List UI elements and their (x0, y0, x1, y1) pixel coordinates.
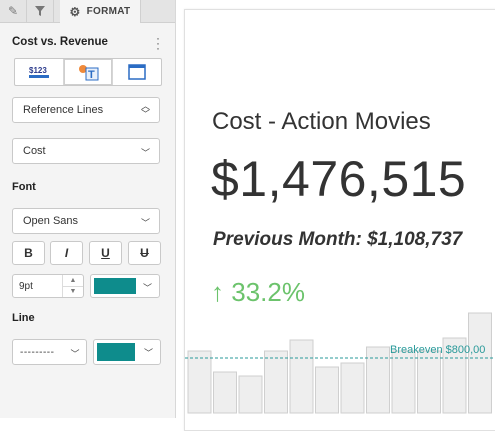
pencil-icon[interactable]: ✎ (0, 0, 27, 22)
format-panel: ✎ ⚙ FORMAT Cost vs. Revenue · · · $123 T (0, 0, 176, 418)
number-viz-icon: $123 (29, 66, 49, 78)
more-options-icon[interactable]: · · · (156, 31, 160, 55)
kpi-change-value: 33.2% (231, 277, 305, 307)
kpi-previous-month: Previous Month: $1,108,737 (213, 229, 463, 250)
line-style-select[interactable]: --------- ﹀ (12, 339, 87, 365)
spark-bar (289, 339, 314, 414)
kpi-title: Cost - Action Movies (212, 108, 431, 135)
card-viz-button[interactable] (113, 59, 161, 85)
visualization-selector: $123 T (14, 58, 162, 86)
spark-bar (442, 337, 467, 414)
strikethrough-button[interactable]: U (128, 241, 161, 265)
font-family-select[interactable]: Open Sans ﹀ (12, 208, 160, 234)
font-color-swatch (94, 278, 136, 294)
chevron-down-icon: ﹀ (140, 148, 150, 158)
line-color-picker[interactable]: ﹀ (93, 339, 161, 365)
measure-select[interactable]: Cost ﹀ (12, 138, 160, 164)
bold-button[interactable]: B (12, 241, 45, 265)
measure-select-value: Cost (23, 145, 46, 157)
number-viz-button[interactable]: $123 (15, 59, 64, 85)
chevron-down-icon: ﹀ (143, 348, 153, 358)
tab-format-label: FORMAT (86, 6, 131, 17)
number-viz-glyph: $123 (29, 66, 47, 75)
panel-title: Cost vs. Revenue (12, 36, 108, 48)
text-image-viz-glyph: T (88, 69, 95, 81)
spark-bar (391, 350, 416, 414)
font-color-picker[interactable]: ﹀ (90, 274, 160, 298)
spark-bar (468, 312, 492, 414)
italic-button[interactable]: I (50, 241, 83, 265)
increment-icon[interactable]: ▲ (63, 275, 83, 287)
text-image-viz-icon: T (79, 65, 99, 81)
breakeven-label: Breakeven $800,00 (390, 344, 485, 356)
spark-bar (264, 350, 288, 414)
chevron-down-icon: ﹀ (142, 283, 152, 293)
line-color-swatch (97, 343, 135, 361)
text-image-viz-button[interactable]: T (64, 59, 113, 85)
reference-lines-label: Reference Lines (23, 104, 104, 116)
panel-tabbar: ✎ ⚙ FORMAT (0, 0, 175, 23)
chevron-down-icon: ﹀ (70, 349, 80, 359)
underline-button[interactable]: U (89, 241, 122, 265)
spark-bar (238, 375, 263, 414)
reference-lines-select[interactable]: Reference Lines ︿ ﹀ (12, 97, 160, 123)
spark-bar (213, 371, 237, 414)
line-section-label: Line (12, 312, 35, 324)
decrement-icon[interactable]: ▼ (69, 288, 77, 296)
font-size-value: 9pt (19, 280, 33, 292)
kpi-value: $1,476,515 (211, 151, 467, 207)
filter-icon[interactable] (27, 0, 54, 22)
tab-format[interactable]: ⚙ FORMAT (60, 0, 141, 23)
kpi-change: ↑ 33.2% (211, 277, 305, 308)
sparkline-chart: Breakeven $800,00 (185, 312, 495, 414)
spark-bar (417, 350, 441, 414)
font-size-stepper: ▲ ▼ (62, 275, 83, 297)
font-family-value: Open Sans (23, 215, 79, 227)
font-section-label: Font (12, 181, 36, 193)
kpi-card[interactable]: Cost - Action Movies $1,476,515 Previous… (184, 9, 495, 431)
spark-bar (366, 346, 390, 414)
font-size-input[interactable]: 9pt ▲ ▼ (12, 274, 84, 298)
updown-chevron-icon: ︿ ﹀ (140, 101, 150, 119)
chevron-down-icon: ﹀ (140, 218, 150, 228)
spark-bar (315, 366, 339, 414)
up-arrow-icon: ↑ (211, 277, 224, 307)
card-viz-icon (128, 64, 146, 80)
spark-bar (187, 350, 212, 414)
line-style-value: --------- (20, 346, 55, 358)
spark-bar (340, 362, 365, 414)
gear-icon: ⚙ (69, 4, 81, 19)
